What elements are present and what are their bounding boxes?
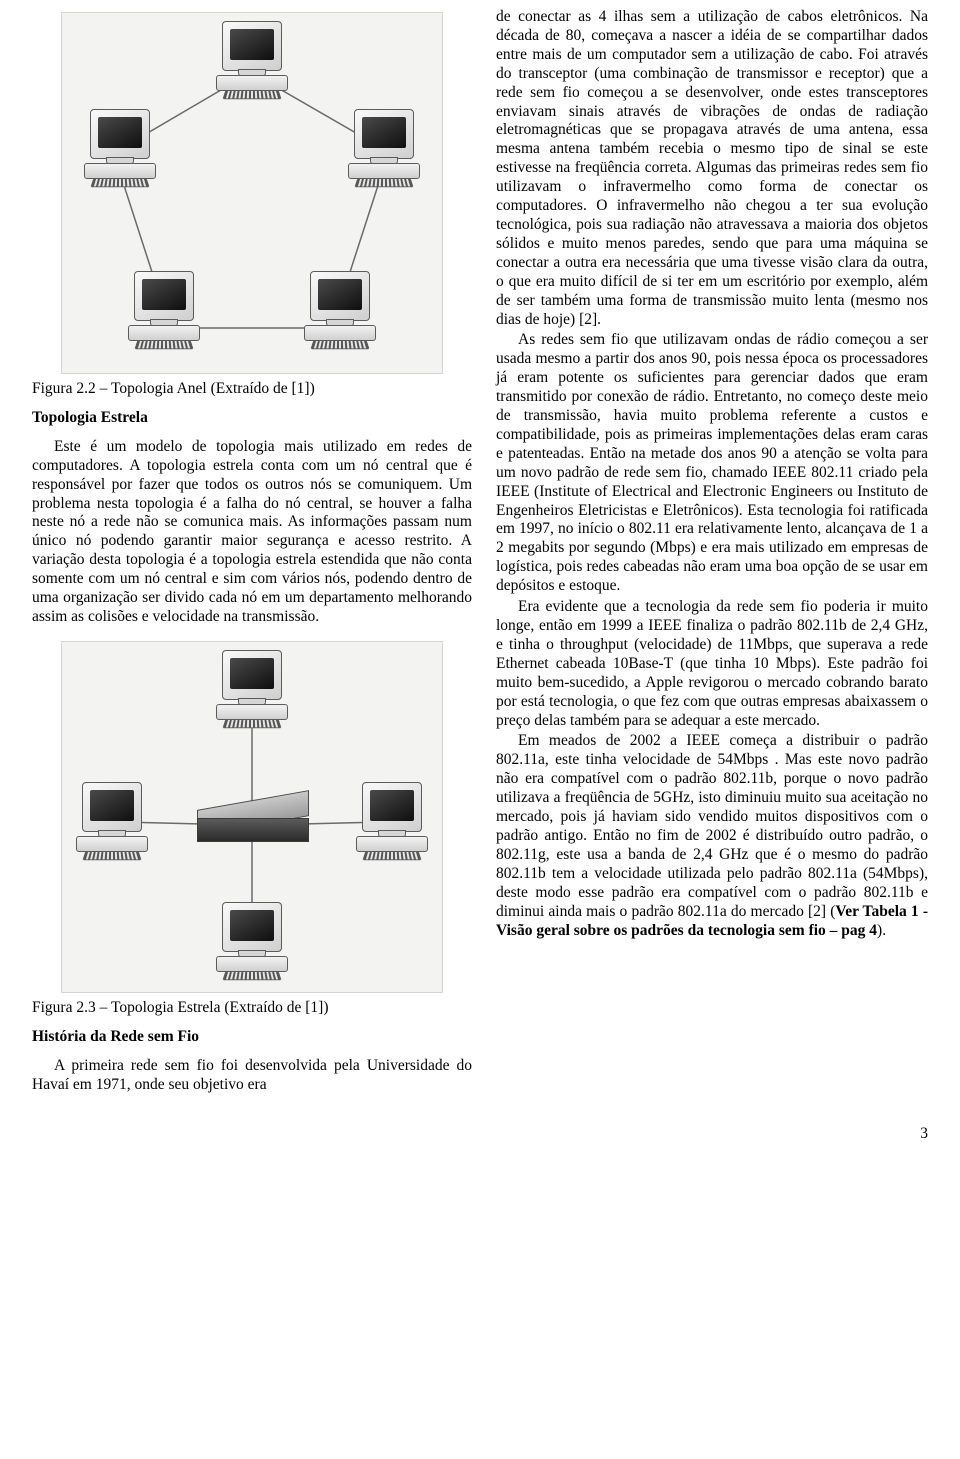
body-paragraph: Era evidente que a tecnologia da rede se… bbox=[496, 598, 928, 730]
hub-icon bbox=[197, 800, 307, 848]
text-run: Em meados de 2002 a IEEE começa a distri… bbox=[496, 732, 928, 919]
computer-icon bbox=[72, 782, 150, 860]
body-paragraph: Este é um modelo de topologia mais utili… bbox=[32, 438, 472, 627]
computer-icon bbox=[212, 902, 290, 980]
right-column: de conectar as 4 ilhas sem a utilização … bbox=[496, 8, 928, 1097]
page: Figura 2.2 – Topologia Anel (Extraído de… bbox=[0, 0, 960, 1175]
figure-caption: Figura 2.2 – Topologia Anel (Extraído de… bbox=[32, 380, 472, 399]
computer-icon bbox=[80, 109, 158, 187]
computer-icon bbox=[344, 109, 422, 187]
figure-caption: Figura 2.3 – Topologia Estrela (Extraído… bbox=[32, 999, 472, 1018]
computer-icon bbox=[124, 271, 202, 349]
left-column: Figura 2.2 – Topologia Anel (Extraído de… bbox=[32, 8, 472, 1097]
computer-icon bbox=[212, 21, 290, 99]
body-paragraph: As redes sem fio que utilizavam ondas de… bbox=[496, 331, 928, 596]
section-heading: História da Rede sem Fio bbox=[32, 1028, 472, 1047]
section-heading: Topologia Estrela bbox=[32, 409, 472, 428]
computer-icon bbox=[352, 782, 430, 860]
computer-icon bbox=[212, 650, 290, 728]
two-column-layout: Figura 2.2 – Topologia Anel (Extraído de… bbox=[32, 8, 928, 1097]
figure-star-topology bbox=[61, 641, 443, 993]
figure-ring-topology bbox=[61, 12, 443, 374]
computer-icon bbox=[300, 271, 378, 349]
body-paragraph: A primeira rede sem fio foi desenvolvida… bbox=[32, 1057, 472, 1095]
text-run: ). bbox=[877, 922, 886, 939]
body-paragraph: de conectar as 4 ilhas sem a utilização … bbox=[496, 8, 928, 329]
page-number: 3 bbox=[32, 1125, 928, 1143]
body-paragraph: Em meados de 2002 a IEEE começa a distri… bbox=[496, 732, 928, 940]
